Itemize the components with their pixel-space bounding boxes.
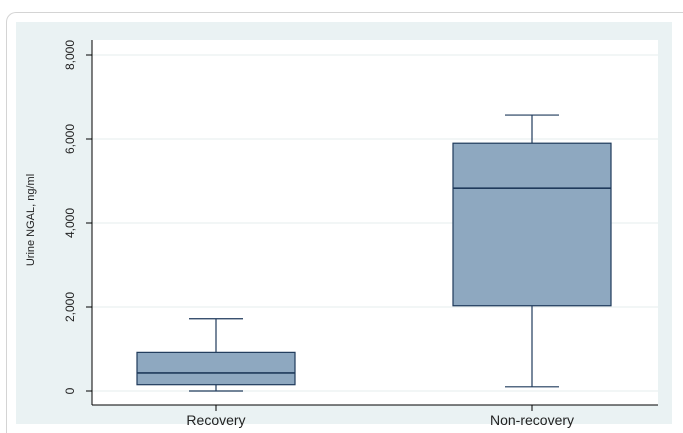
x-category-label: Recovery	[186, 412, 245, 428]
iqr-box	[136, 351, 296, 386]
y-axis-title: Urine NGAL, ng/ml	[25, 174, 37, 266]
y-tick-label: 6,000	[63, 124, 77, 154]
y-tick-label: 4,000	[63, 208, 77, 238]
boxes	[136, 114, 612, 392]
x-category-label: Non-recovery	[490, 412, 574, 428]
y-tick-label: 0	[63, 387, 77, 394]
x-ticks: Recovery Non-recovery	[186, 405, 574, 428]
y-tick-label: 8,000	[63, 40, 77, 70]
box-recovery	[136, 318, 296, 392]
y-ticks: 0 2,000 4,000 6,000 8,000	[63, 40, 92, 394]
iqr-box	[452, 142, 612, 307]
y-tick-label: 2,000	[63, 292, 77, 322]
box-non-recovery	[452, 114, 612, 388]
